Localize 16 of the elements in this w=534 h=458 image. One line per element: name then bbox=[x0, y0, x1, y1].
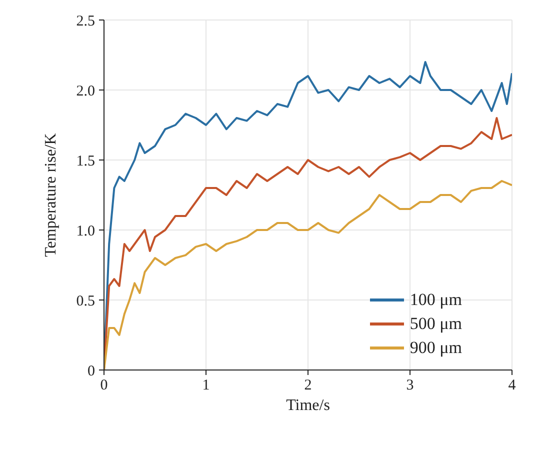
y-tick-label: 1.0 bbox=[76, 223, 95, 240]
y-tick-label: 0 bbox=[88, 363, 95, 380]
x-tick-label: 3 bbox=[406, 378, 414, 394]
y-tick-label: 1.5 bbox=[76, 153, 95, 170]
x-tick-label: 4 bbox=[508, 378, 516, 394]
x-tick-label: 0 bbox=[100, 378, 108, 394]
y-axis-title: Temperature rise/K bbox=[42, 132, 60, 257]
x-axis-title: Time/s bbox=[286, 397, 330, 414]
legend-label: 500 μm bbox=[410, 313, 462, 335]
y-tick-label: 2.0 bbox=[76, 83, 95, 100]
legend-label: 900 μm bbox=[410, 337, 462, 359]
y-tick-label: 0.5 bbox=[76, 293, 95, 310]
x-tick-label: 2 bbox=[304, 378, 312, 394]
x-tick-label: 1 bbox=[202, 378, 210, 394]
legend-label: 100 μm bbox=[410, 289, 462, 311]
y-tick-label: 2.5 bbox=[76, 13, 95, 30]
